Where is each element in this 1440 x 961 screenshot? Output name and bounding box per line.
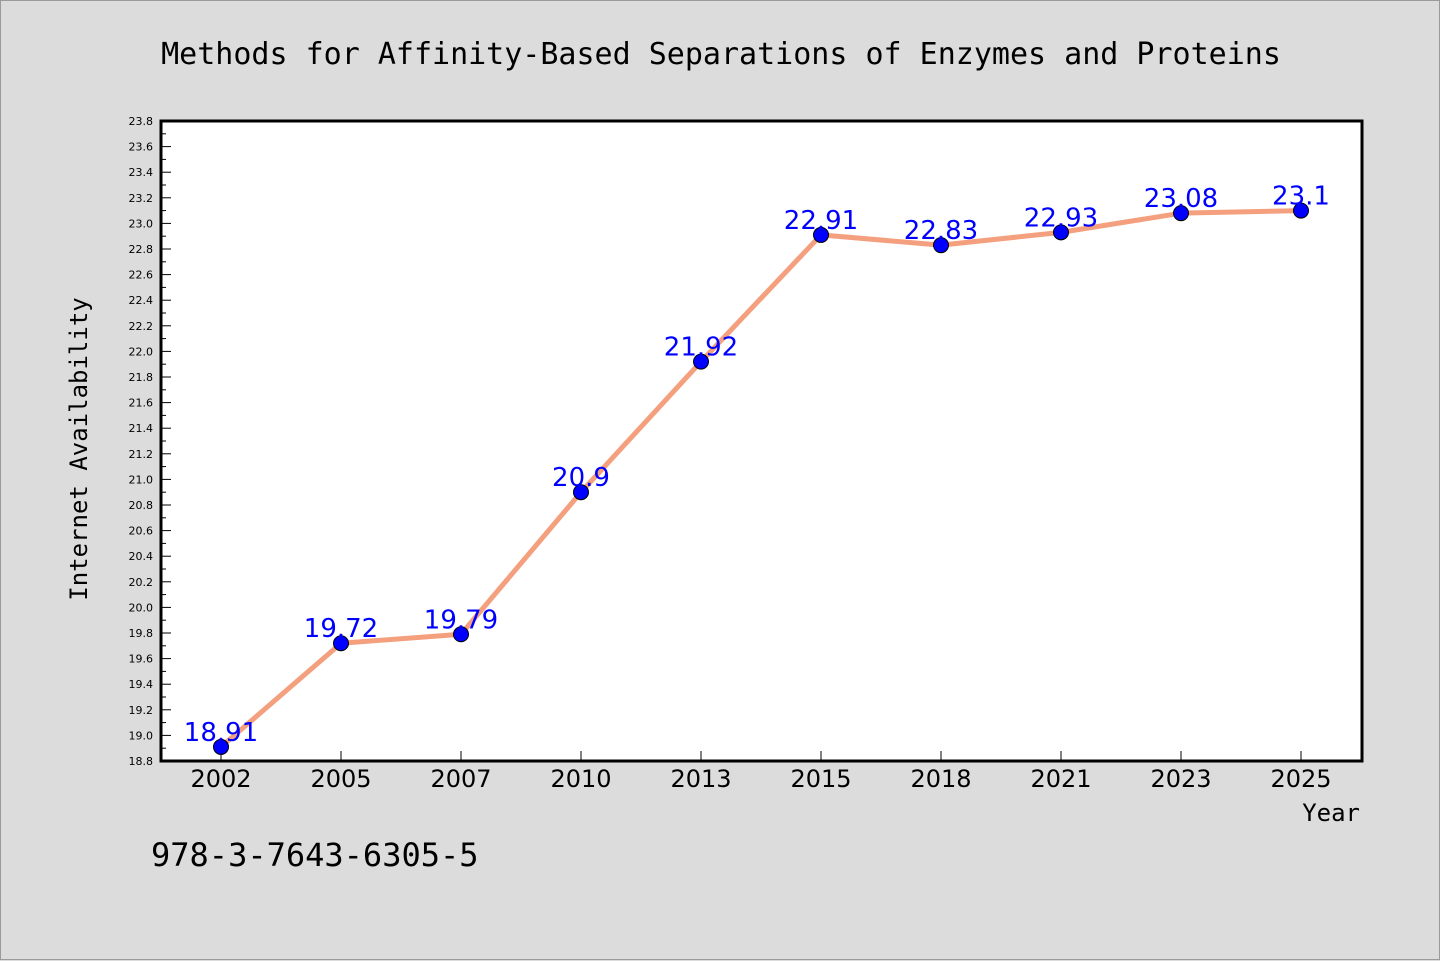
x-tick-label: 2025 [1270, 765, 1331, 793]
x-tick-label: 2007 [430, 765, 491, 793]
x-tick-label: 2002 [190, 765, 251, 793]
data-label: 19.79 [424, 605, 498, 635]
y-tick-label: 20.0 [129, 601, 154, 614]
x-tick-label: 2013 [670, 765, 731, 793]
y-tick-label: 20.2 [129, 576, 154, 589]
y-tick-label: 23.8 [129, 115, 154, 128]
y-tick-label: 20.8 [129, 499, 154, 512]
data-labels: 18.91 19.72 19.79 20.9 21.92 22.91 22.83 22.93 2… [184, 182, 1330, 748]
y-tick-label: 21.2 [129, 448, 154, 461]
data-label: 22.83 [904, 216, 978, 246]
y-tick-label: 23.2 [129, 192, 154, 205]
data-label: 22.93 [1024, 203, 1098, 233]
x-tick-label: 2021 [1030, 765, 1091, 793]
data-label: 19.72 [304, 614, 378, 644]
y-axis-label: Internet Availability [65, 297, 93, 600]
data-label: 23.08 [1144, 184, 1218, 214]
y-tick-label: 22.2 [129, 320, 154, 333]
chart-title: Methods for Affinity-Based Separations o… [161, 37, 1281, 72]
series-markers [213, 202, 1309, 755]
data-label: 21.92 [664, 333, 738, 363]
y-tick-label: 21.8 [129, 371, 154, 384]
data-point-marker [813, 226, 829, 243]
plot-area [159, 119, 1364, 763]
x-tick-label: 2018 [910, 765, 971, 793]
data-point-marker [933, 237, 949, 254]
data-point-marker [1053, 224, 1069, 241]
y-tick-label: 19.8 [129, 627, 154, 640]
y-tick-label: 21.4 [129, 422, 154, 435]
data-label: 18.91 [184, 718, 258, 748]
data-point-marker [573, 484, 589, 501]
series-line [219, 208, 1302, 749]
y-axis: 18.8 19.0 19.2 19.4 19.6 19.8 20.0 20.2 20.4 20.6… [129, 115, 171, 768]
y-tick-label: 19.4 [129, 678, 154, 691]
data-point-marker [333, 635, 349, 652]
y-tick-label: 23.0 [129, 217, 154, 230]
isbn-footnote: 978-3-7643-6305-5 [151, 836, 479, 874]
data-label: 20.9 [552, 463, 610, 493]
x-axis-label: Year [1302, 799, 1360, 827]
y-tick-label: 21.6 [129, 397, 154, 410]
y-tick-label: 19.0 [129, 729, 154, 742]
x-tick-label: 2005 [310, 765, 371, 793]
data-point-marker [1173, 205, 1189, 222]
x-tick-label: 2015 [790, 765, 851, 793]
data-point-marker [453, 626, 469, 643]
x-axis: 2002 2005 2007 2010 2013 2015 2018 2021 2023 2025 [190, 751, 1332, 793]
y-tick-label: 23.4 [129, 166, 154, 179]
y-tick-label: 22.4 [129, 294, 154, 307]
x-tick-label: 2010 [550, 765, 611, 793]
data-point-marker [693, 353, 709, 370]
y-tick-label: 19.2 [129, 704, 154, 717]
y-tick-label: 20.6 [129, 525, 154, 538]
y-tick-label: 20.4 [129, 550, 154, 563]
y-tick-label: 22.6 [129, 269, 154, 282]
series-polyline [219, 208, 1302, 749]
y-tick-label: 21.0 [129, 473, 154, 486]
data-point-marker [213, 738, 229, 755]
y-tick-label: 22.8 [129, 243, 154, 256]
y-tick-label: 23.6 [129, 141, 154, 154]
y-tick-label: 18.8 [129, 755, 154, 768]
x-tick-label: 2023 [1150, 765, 1211, 793]
y-tick-label: 19.6 [129, 653, 154, 666]
data-label: 23.1 [1272, 182, 1330, 212]
data-label: 22.91 [784, 206, 858, 236]
data-point-marker [1293, 202, 1309, 219]
y-tick-label: 22.0 [129, 345, 154, 358]
